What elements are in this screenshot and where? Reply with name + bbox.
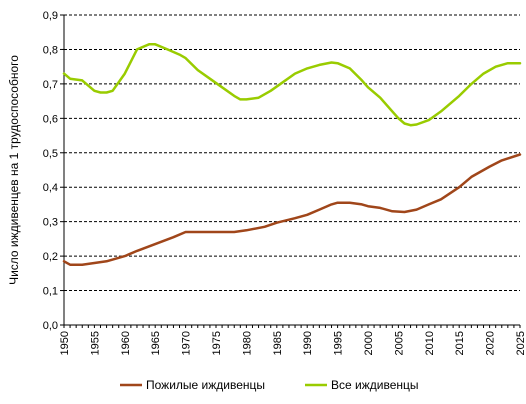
series-line-2 [62, 43, 522, 127]
y-tick-labels: 0,0 0,1 0,2 0,3 0,4 0,5 0,6 0,7 0,8 0,9 [43, 10, 58, 332]
x-tick-label: 1960 [120, 331, 132, 355]
x-tick-label: 1990 [302, 331, 314, 355]
axes [60, 14, 521, 328]
y-tick-label: 0,6 [43, 113, 58, 125]
legend-label-2: Все иждивенцы [331, 378, 419, 392]
y-tick-label: 0,7 [43, 79, 58, 91]
y-tick-label: 0,0 [43, 320, 58, 332]
y-axis-title: Число иждивенцев на 1 трудоспособного [7, 55, 21, 285]
y-tick-label: 0,2 [43, 251, 58, 263]
grid-lines [64, 14, 520, 292]
x-tick-label: 2015 [454, 331, 466, 355]
x-tick-label: 2010 [424, 331, 436, 355]
series-lines [62, 43, 522, 266]
y-tick-label: 0,3 [43, 217, 58, 229]
x-tick-label: 1955 [89, 331, 101, 355]
legend: Пожилые иждивенцы Все иждивенцы [120, 378, 419, 392]
x-tick-label: 2020 [485, 331, 497, 355]
x-tick-label: 1995 [333, 331, 345, 355]
legend-label-1: Пожилые иждивенцы [146, 378, 265, 392]
x-tick-label: 1975 [211, 331, 223, 355]
x-tick-labels: 1950 1955 1960 1965 1970 1975 1980 1985 1990 1995… [59, 331, 526, 355]
x-tick-label: 1965 [150, 331, 162, 355]
y-tick-label: 0,5 [43, 148, 58, 160]
y-tick-label: 0,1 [43, 286, 58, 298]
x-tick-label: 1985 [272, 331, 284, 355]
x-tick-label: 2005 [393, 331, 405, 355]
series-line-1 [62, 153, 522, 266]
x-tick-label: 2000 [363, 331, 375, 355]
x-tick-label: 1980 [241, 331, 253, 355]
y-tick-label: 0,8 [43, 44, 58, 56]
x-tick-label: 1950 [59, 331, 71, 355]
x-tick-label: 2025 [515, 331, 526, 355]
x-tick-label: 1970 [181, 331, 193, 355]
y-tick-label: 0,9 [43, 10, 58, 22]
y-tick-label: 0,4 [43, 182, 58, 194]
